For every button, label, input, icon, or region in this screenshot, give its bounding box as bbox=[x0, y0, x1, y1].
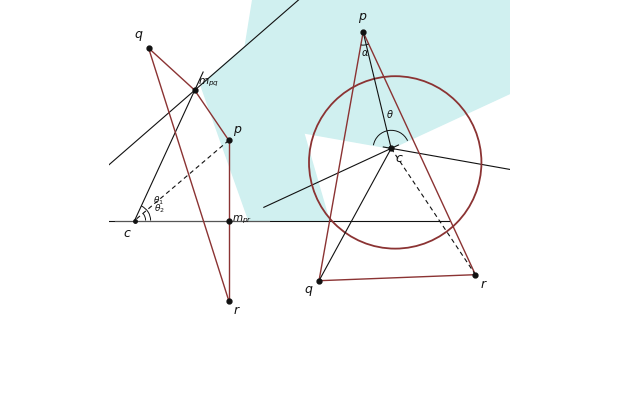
Text: $p$: $p$ bbox=[358, 11, 368, 25]
Text: $\theta$: $\theta$ bbox=[386, 109, 394, 120]
Text: $m_{pr}$: $m_{pr}$ bbox=[232, 214, 252, 226]
Text: $c$: $c$ bbox=[122, 227, 132, 239]
Text: $r$: $r$ bbox=[233, 304, 240, 317]
Text: $r$: $r$ bbox=[480, 278, 488, 291]
Text: $q$: $q$ bbox=[303, 284, 313, 298]
Polygon shape bbox=[233, 0, 537, 148]
Text: $p$: $p$ bbox=[233, 124, 242, 138]
Text: $c$: $c$ bbox=[396, 152, 404, 165]
Text: $q$: $q$ bbox=[134, 29, 144, 43]
Text: $\alpha$: $\alpha$ bbox=[361, 48, 370, 58]
Text: $m_{pq}$: $m_{pq}$ bbox=[198, 76, 219, 89]
Polygon shape bbox=[201, 27, 329, 221]
Text: $\theta_2$: $\theta_2$ bbox=[154, 202, 164, 215]
Text: $\theta_1$: $\theta_1$ bbox=[153, 194, 164, 207]
